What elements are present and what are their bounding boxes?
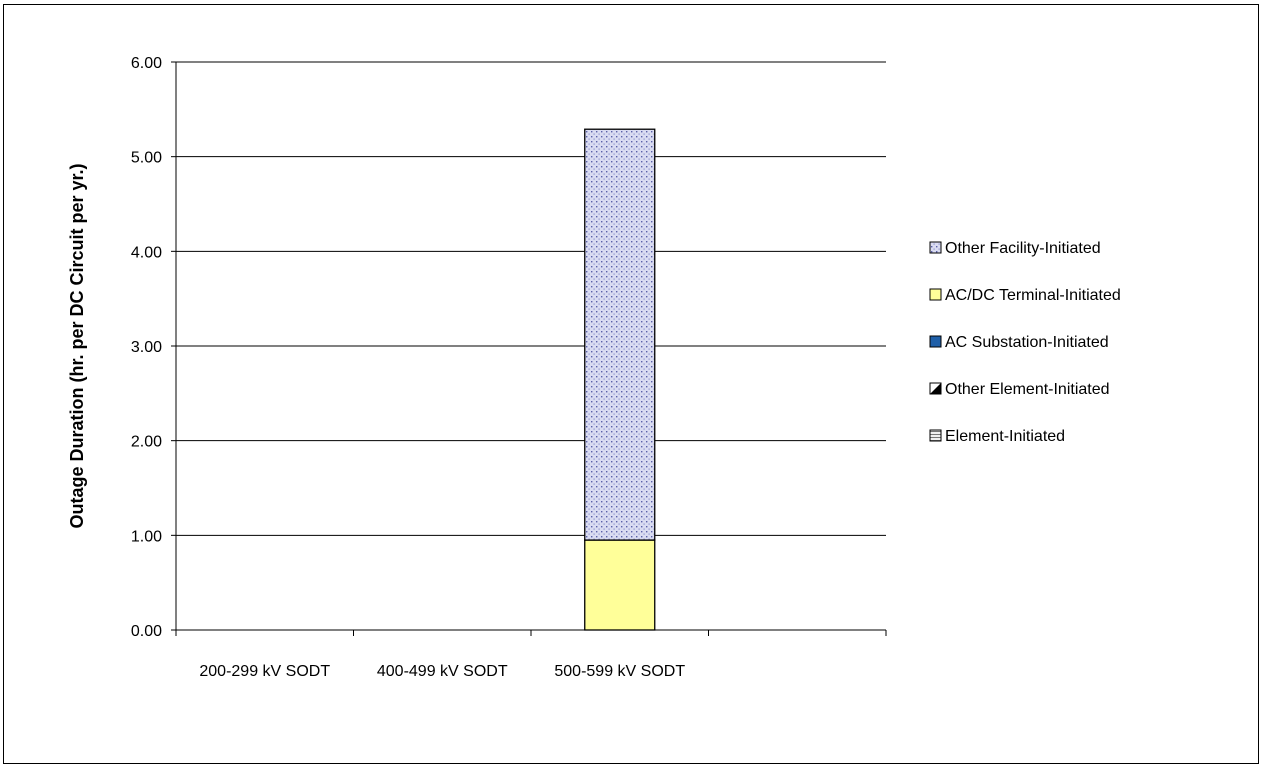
legend-swatch (929, 288, 942, 301)
x-axis-ticks: 200-299 kV SODT 400-499 kV SODT 500-599 kV… (175, 630, 887, 680)
y-tick-label: 5.00 (131, 150, 162, 167)
y-tick-label: 4.00 (131, 244, 162, 261)
y-tick-label: 6.00 (131, 55, 162, 72)
legend-item: AC Substation-Initiated (929, 334, 1109, 351)
legend-swatch (929, 241, 942, 254)
x-tick-label: 200-299 kV SODT (199, 663, 330, 680)
bar-segment (584, 539, 656, 631)
x-tick-label: 500-599 kV SODT (554, 663, 685, 680)
legend-label: Other Element-Initiated (945, 381, 1110, 398)
y-tick-label: 3.00 (131, 339, 162, 356)
legend-item: Other Element-Initiated (929, 381, 1110, 398)
y-axis-ticks: 0.00 1.00 2.00 3.00 4.00 5.00 6.00 (131, 55, 176, 640)
legend-swatch (929, 429, 942, 442)
legend-swatch (929, 335, 942, 348)
y-tick-label: 0.00 (131, 623, 162, 640)
legend: Other Facility-Initiated AC/DC Terminal-I… (929, 240, 1121, 445)
legend-label: Element-Initiated (945, 428, 1065, 445)
x-tick-label: 400-499 kV SODT (377, 663, 508, 680)
bars (584, 128, 656, 631)
y-tick-label: 2.00 (131, 434, 162, 451)
legend-label: Other Facility-Initiated (945, 240, 1101, 257)
grid-lines (176, 61, 886, 536)
legend-label: AC Substation-Initiated (945, 334, 1109, 351)
legend-label: AC/DC Terminal-Initiated (945, 287, 1121, 304)
legend-swatch-fill (930, 383, 941, 394)
legend-item: Other Facility-Initiated (929, 240, 1101, 257)
legend-item: AC/DC Terminal-Initiated (929, 287, 1121, 304)
bar-segment (584, 128, 656, 541)
y-tick-label: 1.00 (131, 528, 162, 545)
y-axis-title: Outage Duration (hr. per DC Circuit per … (67, 163, 87, 528)
legend-item: Element-Initiated (929, 428, 1065, 445)
